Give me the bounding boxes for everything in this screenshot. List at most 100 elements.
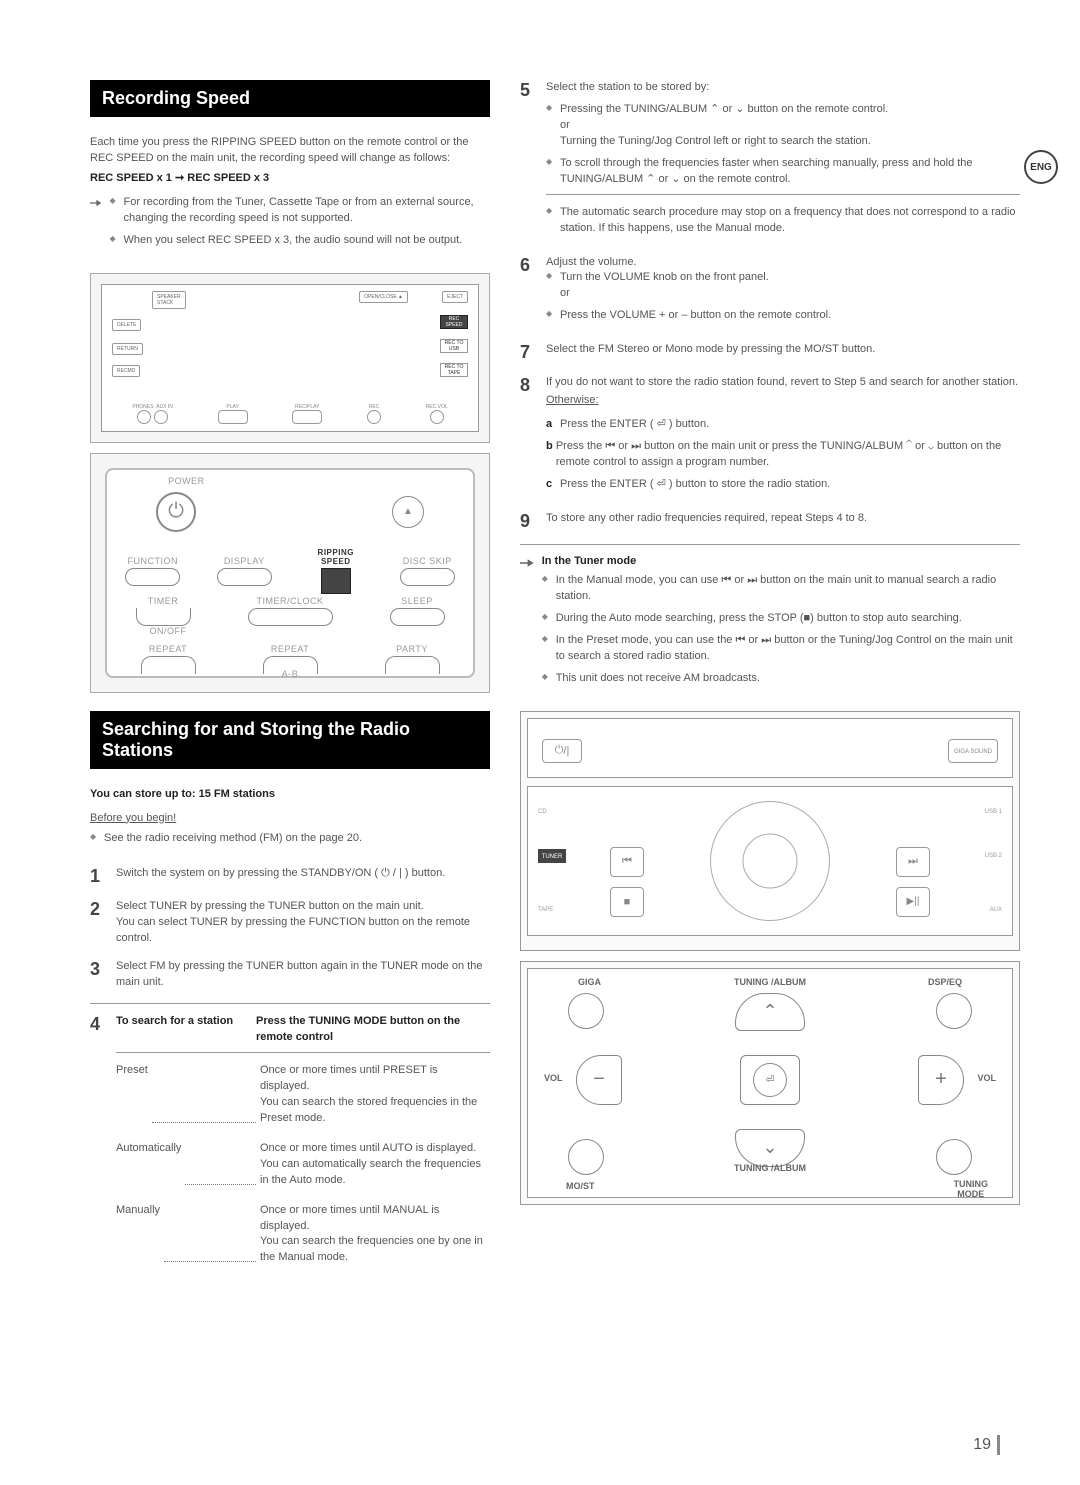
s8-otherwise: Otherwise: <box>546 393 1020 409</box>
s8-letter: b <box>546 439 556 471</box>
jog-wheel <box>710 801 830 921</box>
search-text: Once or more times until PRESET is displ… <box>260 1063 490 1127</box>
note-arrow-icon <box>520 558 534 568</box>
note-list: For recording from the Tuner, Cassette T… <box>109 195 490 255</box>
remote-label: TIMER/CLOCK <box>248 596 333 606</box>
vol-label: VOL <box>544 1073 563 1083</box>
diagram-bottom-row: PHONES AUX IN PLAY REC/PLAY REC REC VOL <box>110 404 470 427</box>
tuningmode-label: TUNING MODE <box>954 1179 989 1199</box>
vol-label: VOL <box>977 1073 996 1083</box>
unit-diagram: SPEAKERSTACK OPEN/CLOSE ▲ EJECT DELETE R… <box>90 273 490 443</box>
header-recording-speed: Recording Speed <box>90 80 490 117</box>
step-number: 5 <box>520 80 546 243</box>
step-line: Select TUNER by pressing the TUNER butto… <box>116 900 424 912</box>
step-1: 1 Switch the system on by pressing the S… <box>90 866 490 887</box>
remote-label: DISPLAY <box>217 556 272 566</box>
tuner-note: During the Auto mode searching, press th… <box>542 611 1020 627</box>
tuner-mode-head: In the Tuner mode <box>542 555 1020 567</box>
page: Recording Speed Each time you press the … <box>90 80 1020 1282</box>
s6-bullet: Press the VOLUME + or – button on the re… <box>546 308 1020 324</box>
tuningmode-button <box>936 1139 972 1175</box>
step-9: 9 To store any other radio frequencies r… <box>520 511 1020 532</box>
device-strip-1: /| GIGA SOUND <box>527 718 1013 778</box>
step-text: Select the FM Stereo or Mono mode by pre… <box>546 342 1020 363</box>
skip-back-icon: ⏮ <box>610 847 644 877</box>
diagram-label: DELETE <box>112 319 141 331</box>
step-number: 8 <box>520 375 546 499</box>
search-row: Preset Once or more times until PRESET i… <box>116 1063 490 1127</box>
step-8: 8 If you do not want to store the radio … <box>520 375 1020 499</box>
note-item: When you select REC SPEED x 3, the audio… <box>109 233 490 249</box>
step-text: Switch the system on by pressing the STA… <box>116 866 490 887</box>
remote-label: FUNCTION <box>125 556 180 566</box>
dpad-up-icon: ⌃ <box>735 993 805 1031</box>
skip-fwd-icon: ⏭ <box>896 847 930 877</box>
remote-label: REPEAT <box>263 644 318 654</box>
step-3: 3 Select FM by pressing the TUNER button… <box>90 959 490 991</box>
remote-label: ON/OFF <box>141 626 196 636</box>
tuner-note: In the Manual mode, you can use ⏮ or ⏭ b… <box>542 573 1020 605</box>
store-up-to: You can store up to: 15 FM stations <box>90 787 490 803</box>
intro-paragraph: Each time you press the RIPPING SPEED bu… <box>90 135 490 167</box>
s8-letter: c <box>546 477 560 493</box>
tuner-mode-content: In the Tuner mode In the Manual mode, yo… <box>542 555 1020 693</box>
most-label: MO/ST <box>566 1181 595 1191</box>
diagram-label: RECMD <box>112 365 140 377</box>
unit-label: USB 1 <box>985 809 1002 815</box>
dpad-diagram: GIGA DSP/EQ TUNING /ALBUM ⌃ VOL − ⏎ + VO… <box>520 961 1020 1205</box>
s5-bullet: Pressing the TUNING/ALBUM ⌃ or ⌄ button … <box>546 102 1020 150</box>
store-up-to-label: You can store up to: 15 FM stations <box>90 788 275 800</box>
dsp-button <box>936 993 972 1029</box>
remote-label: DISC SKIP <box>400 556 455 566</box>
remote-label: A-B <box>263 669 318 679</box>
search-text: Once or more times until AUTO is display… <box>260 1141 490 1189</box>
gigasound-label: GIGA SOUND <box>948 739 998 763</box>
s8-text: If you do not want to store the radio st… <box>546 375 1020 391</box>
s6-bullet: Turn the VOLUME knob on the front panel.… <box>546 270 1020 302</box>
s4-head2: Press the TUNING MODE button on the remo… <box>256 1014 490 1046</box>
s4-head1: To search for a station <box>116 1014 256 1046</box>
step-text: Adjust the volume. Turn the VOLUME knob … <box>546 255 1020 331</box>
power-icon: /| <box>542 739 582 763</box>
vol-minus-icon: − <box>576 1055 622 1105</box>
eject-icon: ▲ <box>392 496 424 528</box>
s6-text: Adjust the volume. <box>546 255 1020 271</box>
ripping-speed-label: RIPPING SPEED <box>308 548 363 566</box>
search-row: Manually Once or more times until MANUAL… <box>116 1203 490 1267</box>
search-label: Automatically <box>116 1141 181 1189</box>
giga-button <box>568 993 604 1029</box>
step-2: 2 Select TUNER by pressing the TUNER but… <box>90 899 490 947</box>
power-icon <box>156 492 196 532</box>
step-text: Select FM by pressing the TUNER button a… <box>116 959 490 991</box>
step-number: 4 <box>90 1014 116 1270</box>
search-label: Preset <box>116 1063 148 1127</box>
step-7: 7 Select the FM Stereo or Mono mode by p… <box>520 342 1020 363</box>
search-text: Once or more times until MANUAL is displ… <box>260 1203 490 1267</box>
step-number: 1 <box>90 866 116 887</box>
tuner-note: This unit does not receive AM broadcasts… <box>542 671 1020 687</box>
diagram-label: RETURN <box>112 343 143 355</box>
diagram-label: REC TOUSB <box>440 339 468 353</box>
unit-label: CD <box>538 809 547 815</box>
s5-bullet: To scroll through the frequencies faster… <box>546 156 1020 188</box>
s8-sub: Press the ⏮ or ⏭ button on the main unit… <box>556 439 1020 471</box>
remote-label: PARTY <box>385 644 440 654</box>
step-number: 3 <box>90 959 116 991</box>
s8-letter: a <box>546 417 560 433</box>
remote-inner: POWER ▲ FUNCTION DISPLAY RIPPING SPEED D… <box>105 468 475 678</box>
step-5: 5 Select the station to be stored by: Pr… <box>520 80 1020 243</box>
step-text: Select the station to be stored by: Pres… <box>546 80 1020 243</box>
unit-label: USB 2 <box>985 853 1002 859</box>
step-text: Select TUNER by pressing the TUNER butto… <box>116 899 490 947</box>
language-badge: ENG <box>1024 150 1058 184</box>
right-column: 5 Select the station to be stored by: Pr… <box>520 80 1020 1282</box>
unit-label: AUX <box>990 907 1002 913</box>
diagram-label: EJECT <box>442 291 468 303</box>
speed-line: REC SPEED x 1 ➞ REC SPEED x 3 <box>90 171 490 187</box>
stop-icon: ■ <box>610 887 644 917</box>
step-number: 7 <box>520 342 546 363</box>
page-number: 19 <box>973 1435 1000 1455</box>
dpad-label: TUNING /ALBUM <box>734 977 806 987</box>
s5-bullet: The automatic search procedure may stop … <box>546 205 1020 237</box>
diagram-label: SPEAKERSTACK <box>152 291 186 309</box>
